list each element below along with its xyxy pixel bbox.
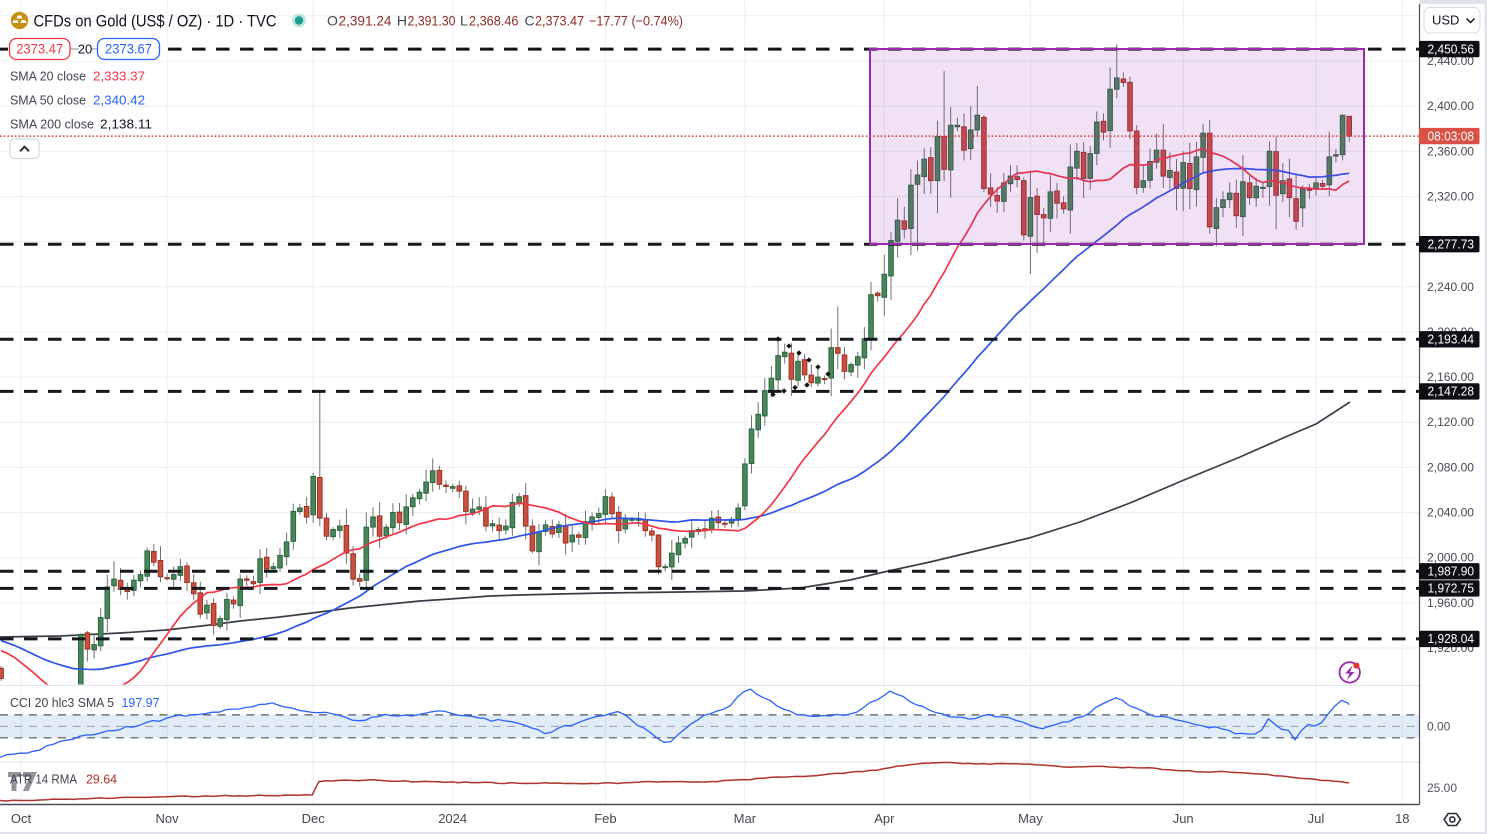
svg-text:2,440.00: 2,440.00 xyxy=(1427,54,1474,68)
svg-text:2,450.56: 2,450.56 xyxy=(1428,42,1475,56)
svg-text:2,373.47: 2,373.47 xyxy=(535,13,584,29)
svg-text:2,000.00: 2,000.00 xyxy=(1427,551,1474,565)
svg-text:Nov: Nov xyxy=(156,811,180,826)
svg-text:1,972.75: 1,972.75 xyxy=(1428,582,1475,596)
svg-text:2,277.73: 2,277.73 xyxy=(1428,237,1475,251)
svg-text:2,400.00: 2,400.00 xyxy=(1427,99,1474,113)
svg-text:Jun: Jun xyxy=(1173,811,1194,826)
svg-text:2,391.30: 2,391.30 xyxy=(408,13,456,29)
svg-text:1,928.04: 1,928.04 xyxy=(1428,632,1475,646)
svg-text:Jul: Jul xyxy=(1308,811,1325,826)
svg-text:2373.67: 2373.67 xyxy=(105,42,152,57)
svg-text:H: H xyxy=(397,13,407,29)
svg-text:2,360.00: 2,360.00 xyxy=(1427,144,1474,158)
svg-text:0.00: 0.00 xyxy=(1427,719,1451,733)
svg-text:2,333.37: 2,333.37 xyxy=(93,69,145,84)
svg-text:−17.77 (−0.74%): −17.77 (−0.74%) xyxy=(589,13,683,29)
svg-text:08:03:08: 08:03:08 xyxy=(1428,129,1475,143)
svg-text:SMA 20 close: SMA 20 close xyxy=(10,69,86,84)
svg-text:2,147.28: 2,147.28 xyxy=(1428,385,1475,399)
svg-text:197.97: 197.97 xyxy=(122,695,160,710)
svg-text:2373.47: 2373.47 xyxy=(16,42,63,57)
svg-text:2,138.11: 2,138.11 xyxy=(100,117,152,132)
svg-text:1,960.00: 1,960.00 xyxy=(1427,596,1474,610)
svg-text:2,320.00: 2,320.00 xyxy=(1427,189,1474,203)
svg-text:Dec: Dec xyxy=(302,811,326,826)
svg-text:CCI 20 hlc3 SMA 5: CCI 20 hlc3 SMA 5 xyxy=(10,695,114,710)
svg-text:2,193.44: 2,193.44 xyxy=(1428,333,1475,347)
svg-text:18: 18 xyxy=(1395,811,1409,826)
svg-text:Apr: Apr xyxy=(874,811,895,826)
svg-text:25.00: 25.00 xyxy=(1427,781,1457,795)
svg-text:2,120.00: 2,120.00 xyxy=(1427,415,1474,429)
svg-text:2024: 2024 xyxy=(438,811,467,826)
svg-text:USD: USD xyxy=(1432,13,1459,28)
svg-text:C: C xyxy=(525,13,535,29)
svg-text:2,340.42: 2,340.42 xyxy=(93,93,145,108)
svg-text:2,040.00: 2,040.00 xyxy=(1427,506,1474,520)
svg-text:ATR 14 RMA: ATR 14 RMA xyxy=(10,772,77,787)
svg-text:2,391.24: 2,391.24 xyxy=(339,13,392,29)
svg-text:O: O xyxy=(327,13,338,29)
svg-text:1,987.90: 1,987.90 xyxy=(1428,565,1475,579)
svg-text:L: L xyxy=(460,13,468,29)
svg-text:May: May xyxy=(1018,811,1043,826)
svg-text:SMA 50 close: SMA 50 close xyxy=(10,93,86,108)
svg-text:Mar: Mar xyxy=(734,811,757,826)
svg-text:CFDs on Gold (US$ / OZ) · 1D ·: CFDs on Gold (US$ / OZ) · 1D · TVC xyxy=(34,13,277,31)
svg-text:2,080.00: 2,080.00 xyxy=(1427,460,1474,474)
svg-text:Feb: Feb xyxy=(594,811,616,826)
svg-text:Oct: Oct xyxy=(11,811,32,826)
svg-text:SMA 200 close: SMA 200 close xyxy=(10,117,94,132)
svg-text:2,160.00: 2,160.00 xyxy=(1427,370,1474,384)
svg-text:2,368.46: 2,368.46 xyxy=(469,13,519,29)
svg-text:20: 20 xyxy=(78,42,92,57)
svg-text:29.64: 29.64 xyxy=(86,772,117,787)
svg-text:2,240.00: 2,240.00 xyxy=(1427,280,1474,294)
